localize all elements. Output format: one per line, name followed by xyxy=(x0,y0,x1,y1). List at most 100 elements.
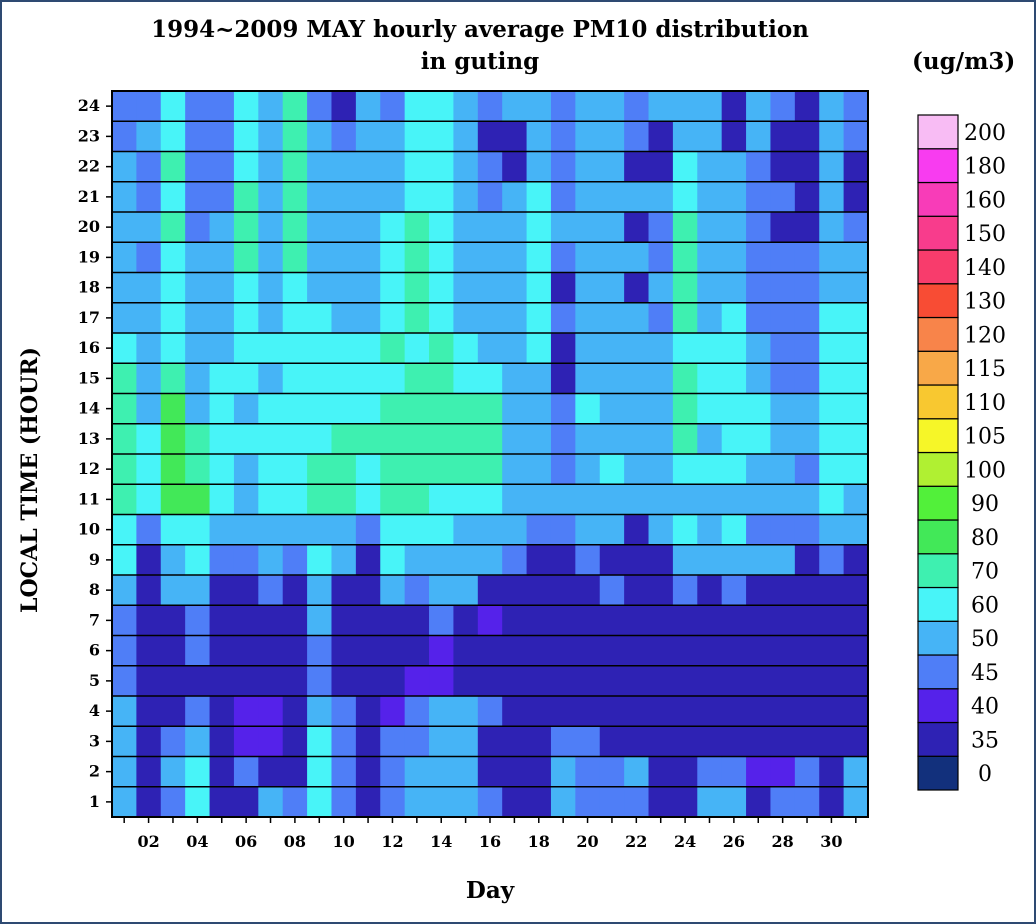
heatmap-cell xyxy=(136,121,162,153)
colorbar-swatch xyxy=(917,148,959,184)
colorbar-label: 35 xyxy=(971,728,999,753)
heatmap-cell xyxy=(502,333,528,364)
heatmap-cell xyxy=(721,302,747,334)
heatmap-cell xyxy=(429,242,455,274)
heatmap-cell xyxy=(429,121,455,153)
heatmap-cell xyxy=(770,91,796,122)
heatmap-cell xyxy=(331,544,357,576)
heatmap-cell xyxy=(429,726,455,758)
heatmap-cell xyxy=(819,363,845,395)
heatmap-cell xyxy=(429,696,455,727)
heatmap-cell xyxy=(160,272,186,304)
heatmap-cell xyxy=(526,514,552,546)
heatmap-cell xyxy=(185,454,211,485)
colorbar-label: 115 xyxy=(964,357,1006,382)
heatmap-cell xyxy=(258,423,284,455)
heatmap-cell xyxy=(477,151,503,183)
heatmap-cell xyxy=(185,726,211,758)
heatmap-cell xyxy=(453,665,479,697)
heatmap-cell xyxy=(648,151,674,183)
heatmap-cell xyxy=(502,514,528,546)
heatmap-cell xyxy=(819,514,845,546)
heatmap-cell xyxy=(258,484,284,516)
heatmap-cell xyxy=(185,181,211,213)
x-tick-label: 08 xyxy=(284,832,306,851)
heatmap-cell xyxy=(112,756,137,788)
heatmap-cell xyxy=(307,121,333,153)
heatmap-cell xyxy=(477,333,503,364)
heatmap-cell xyxy=(843,423,869,455)
colorbar-swatch xyxy=(917,688,959,724)
heatmap-cell xyxy=(307,423,333,455)
colorbar-label: 60 xyxy=(971,593,999,618)
heatmap-cell xyxy=(575,121,601,153)
heatmap-cell xyxy=(233,756,259,788)
heatmap-cell xyxy=(404,121,430,153)
heatmap-cell xyxy=(453,696,479,727)
y-tick-label: 17 xyxy=(78,308,100,327)
heatmap-cell xyxy=(282,91,308,122)
heatmap-cell xyxy=(770,665,796,697)
y-tick-label: 15 xyxy=(78,368,100,387)
heatmap-cell xyxy=(770,726,796,758)
heatmap-cell xyxy=(233,272,259,304)
heatmap-cell xyxy=(185,786,211,818)
heatmap-cell xyxy=(307,151,333,183)
heatmap-cell xyxy=(550,544,576,576)
heatmap-cell xyxy=(794,333,820,364)
heatmap-cell xyxy=(624,333,650,364)
heatmap-cell xyxy=(404,302,430,334)
heatmap-cell xyxy=(843,302,869,334)
heatmap-cell xyxy=(526,665,552,697)
colorbar-swatch xyxy=(917,350,959,386)
heatmap-cell xyxy=(209,696,235,727)
heatmap-cell xyxy=(282,393,308,425)
heatmap-cell xyxy=(307,484,333,516)
y-tick-label: 23 xyxy=(78,126,100,145)
heatmap-cell xyxy=(233,393,259,425)
heatmap-cell xyxy=(843,181,869,213)
heatmap-cell xyxy=(672,665,698,697)
colorbar-swatch xyxy=(917,485,959,521)
heatmap-cell xyxy=(624,181,650,213)
heatmap-cell xyxy=(404,665,430,697)
heatmap-cell xyxy=(624,363,650,395)
heatmap-cell xyxy=(404,575,430,606)
heatmap-cell xyxy=(160,756,186,788)
heatmap-cell xyxy=(136,393,162,425)
heatmap-cell xyxy=(502,665,528,697)
heatmap-cell xyxy=(136,363,162,395)
heatmap-cell xyxy=(624,786,650,818)
heatmap-cell xyxy=(185,484,211,516)
heatmap-cell xyxy=(453,575,479,606)
heatmap-cell xyxy=(794,726,820,758)
heatmap-cell xyxy=(429,333,455,364)
heatmap-cell xyxy=(843,665,869,697)
heatmap-cell xyxy=(526,786,552,818)
heatmap-cell xyxy=(819,242,845,274)
heatmap-cell xyxy=(258,181,284,213)
heatmap-cell xyxy=(477,242,503,274)
heatmap-cell xyxy=(721,756,747,788)
heatmap-cell xyxy=(746,242,772,274)
heatmap-cell xyxy=(282,272,308,304)
heatmap-cell xyxy=(697,484,723,516)
heatmap-cell xyxy=(746,423,772,455)
heatmap-cell xyxy=(648,665,674,697)
heatmap-cell xyxy=(794,212,820,243)
heatmap-cell xyxy=(502,151,528,183)
heatmap-cell xyxy=(697,272,723,304)
heatmap-cell xyxy=(624,665,650,697)
heatmap-cell xyxy=(185,544,211,576)
heatmap-cell xyxy=(355,121,381,153)
heatmap-cell xyxy=(453,181,479,213)
heatmap-cell xyxy=(258,242,284,274)
heatmap-cell xyxy=(550,91,576,122)
heatmap-cell xyxy=(185,91,211,122)
heatmap-cell xyxy=(331,514,357,546)
heatmap-cell xyxy=(746,514,772,546)
heatmap-cell xyxy=(575,635,601,667)
heatmap-cell xyxy=(648,635,674,667)
y-tick-label: 1 xyxy=(89,792,100,811)
heatmap-cell xyxy=(550,756,576,788)
